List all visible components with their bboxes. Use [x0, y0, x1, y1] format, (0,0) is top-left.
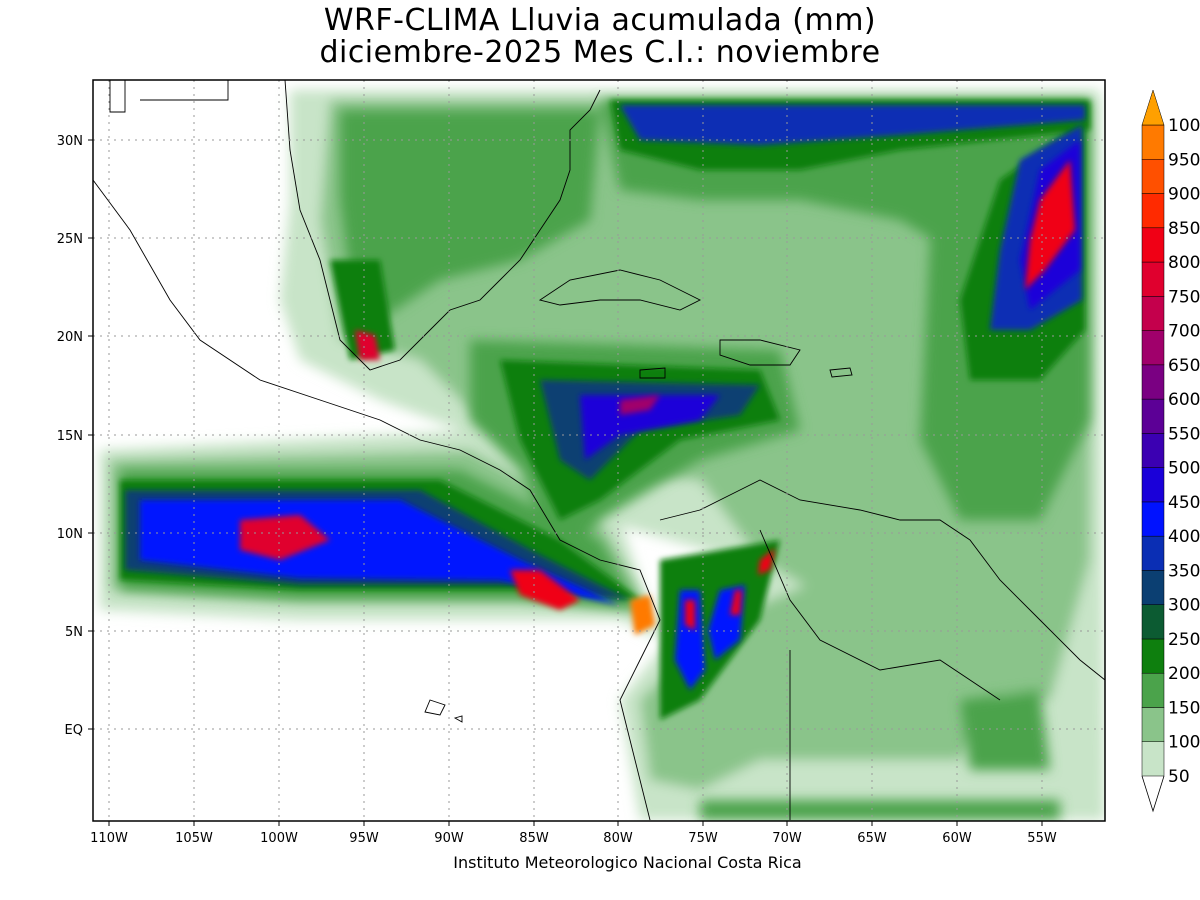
x-axis-labels: 110W 105W 100W 95W 90W 85W 80W 75W 70W 6…	[90, 831, 1057, 846]
legend-label: 200	[1168, 664, 1200, 684]
legend-label: 100	[1168, 733, 1200, 753]
legend-max-arrow	[1141, 89, 1165, 126]
legend-label: 150	[1168, 698, 1200, 718]
legend-label: 100	[1168, 116, 1200, 136]
legend-swatch	[1141, 193, 1165, 229]
legend-swatch	[1141, 535, 1165, 571]
map-subtitle: diciembre-2025 Mes C.I.: noviembre	[319, 35, 881, 70]
legend-swatch	[1141, 296, 1165, 331]
legend-label: 550	[1168, 424, 1200, 444]
y-tick-label: 30N	[57, 134, 83, 149]
x-tick-label: 105W	[175, 831, 213, 846]
x-tick-label: 110W	[90, 831, 128, 846]
legend-swatch	[1141, 707, 1165, 742]
legend-swatch	[1141, 159, 1165, 194]
legend-swatch	[1141, 398, 1165, 434]
legend-swatch	[1141, 364, 1165, 400]
legend-label: 600	[1168, 390, 1200, 410]
legend-swatch	[1141, 741, 1165, 777]
y-tick-label: 20N	[57, 330, 83, 345]
legend-label: 350	[1168, 561, 1200, 581]
legend-label: 450	[1168, 493, 1200, 513]
x-tick-label: 85W	[519, 831, 549, 846]
y-tick-label: 10N	[57, 527, 83, 542]
y-tick-label: 15N	[57, 429, 83, 444]
x-tick-label: 70W	[772, 831, 802, 846]
legend-swatch	[1141, 604, 1165, 640]
y-tick-label: 25N	[57, 232, 83, 247]
tick-marks	[88, 139, 1043, 826]
color-legend: 50 100 150 200 250 300 350 400 450 500 550 600 650 70…	[1141, 89, 1200, 813]
coastlines	[93, 80, 1105, 821]
legend-label: 800	[1168, 253, 1200, 273]
legend-label: 750	[1168, 287, 1200, 307]
y-axis-labels: 30N 25N 20N 15N 10N 5N EQ	[57, 134, 83, 738]
legend-swatch	[1141, 261, 1165, 297]
legend-label: 50	[1168, 767, 1190, 787]
legend-min-arrow	[1141, 775, 1165, 813]
legend-label: 950	[1168, 150, 1200, 170]
legend-swatch	[1141, 124, 1165, 160]
legend-swatch	[1141, 467, 1165, 503]
legend-swatch	[1141, 330, 1165, 366]
map-title: WRF-CLIMA Lluvia acumulada (mm)	[323, 3, 877, 38]
legend-label: 500	[1168, 459, 1200, 479]
legend-label: 250	[1168, 630, 1200, 650]
legend-label: 300	[1168, 596, 1200, 616]
legend-swatch	[1141, 638, 1165, 674]
legend-label: 850	[1168, 219, 1200, 239]
legend-label: 700	[1168, 322, 1200, 342]
x-tick-label: 90W	[434, 831, 464, 846]
y-tick-label: 5N	[65, 625, 83, 640]
legend-swatch	[1141, 433, 1165, 468]
legend-label: 650	[1168, 356, 1200, 376]
x-tick-label: 80W	[603, 831, 633, 846]
x-tick-label: 75W	[688, 831, 718, 846]
y-tick-label: EQ	[65, 723, 83, 738]
legend-swatch	[1141, 501, 1165, 537]
plot-frame	[92, 79, 1106, 822]
rainfall-field	[93, 80, 1105, 821]
x-tick-label: 60W	[942, 831, 972, 846]
graticule	[93, 80, 1105, 821]
x-tick-label: 95W	[349, 831, 379, 846]
legend-swatch	[1141, 227, 1165, 263]
x-tick-label: 100W	[260, 831, 298, 846]
legend-label: 900	[1168, 185, 1200, 205]
x-tick-label: 55W	[1027, 831, 1057, 846]
legend-swatch	[1141, 570, 1165, 605]
legend-swatch	[1141, 672, 1165, 708]
x-tick-label: 65W	[857, 831, 887, 846]
legend-label: 400	[1168, 527, 1200, 547]
institution-credit: Instituto Meteorologico Nacional Costa R…	[453, 853, 802, 872]
